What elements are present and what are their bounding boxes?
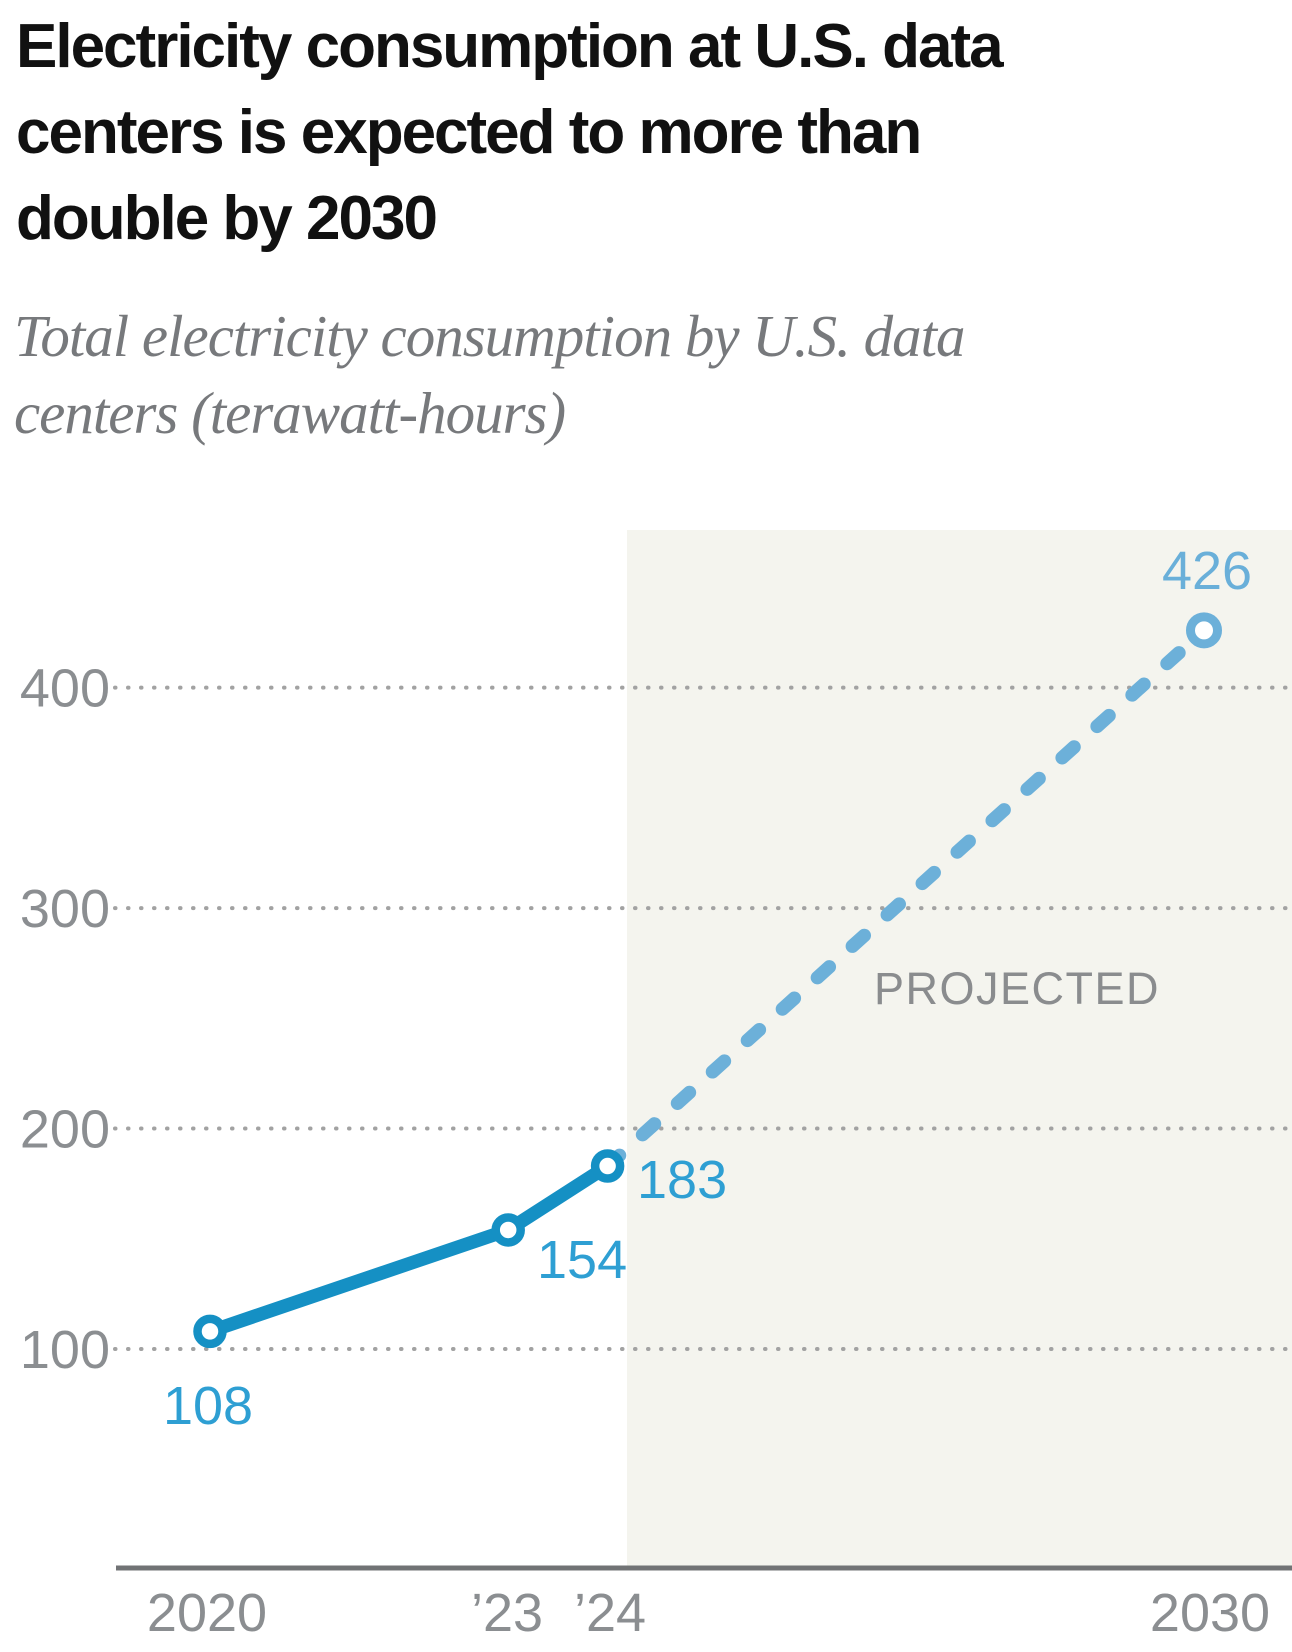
data-point-2023 <box>491 1213 525 1247</box>
y-tick-label: 300 <box>20 879 110 939</box>
projected-annotation: PROJECTED <box>874 963 1160 1014</box>
data-point-2020 <box>193 1314 227 1349</box>
projected-line <box>600 623 1211 1173</box>
chart-subtitle-line: centers (terawatt-hours) <box>14 380 566 446</box>
data-label-2023: 154 <box>537 1230 627 1290</box>
data-point-2030 <box>1186 612 1222 649</box>
x-tick-label: ’24 <box>574 1583 646 1643</box>
data-point-2024 <box>590 1149 625 1183</box>
data-label-2020: 108 <box>163 1376 253 1436</box>
y-tick-label: 100 <box>20 1320 110 1380</box>
y-tick-label: 400 <box>20 659 110 719</box>
x-tick-label: 2020 <box>147 1583 267 1643</box>
data-label-2030: 426 <box>1162 541 1252 601</box>
chart-subtitle: Total electricity consumption by U.S. da… <box>14 298 1274 452</box>
chart-title: Electricity consumption at U.S. data cen… <box>16 4 1276 262</box>
chart-title-line: double by 2030 <box>16 184 438 253</box>
x-tick-label: ’23 <box>471 1583 543 1643</box>
data-label-2024: 183 <box>637 1150 727 1210</box>
projected-region <box>627 530 1292 1568</box>
chart-title-line: Electricity consumption at U.S. data <box>16 12 1004 81</box>
chart-title-line: centers is expected to more than <box>16 98 922 167</box>
x-tick-label: 2030 <box>1150 1583 1270 1643</box>
y-tick-label: 200 <box>20 1100 110 1160</box>
chart-subtitle-line: Total electricity consumption by U.S. da… <box>14 303 966 369</box>
